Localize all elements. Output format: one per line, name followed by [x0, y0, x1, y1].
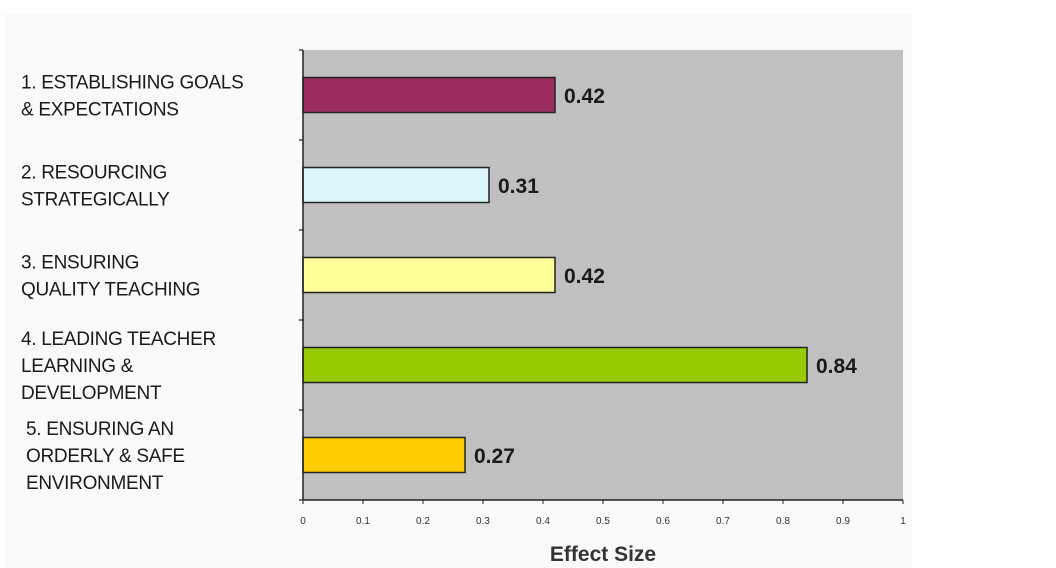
category-label-3-line-2: QUALITY TEACHING	[21, 280, 200, 301]
category-label-4-line-3: DEVELOPMENT	[21, 383, 162, 404]
x-tick-label-9: 0.9	[836, 516, 850, 527]
bar-3	[302, 256, 556, 294]
value-label-5: 0.27	[474, 445, 515, 468]
x-tick-label-7: 0.7	[716, 516, 730, 527]
category-label-3-line-1: 3. ENSURING	[21, 253, 139, 274]
x-tick-label-10: 1	[900, 516, 906, 527]
x-tick-label-2: 0.2	[416, 516, 430, 527]
category-label-5-line-1: 5. ENSURING AN	[26, 419, 174, 440]
value-labels-group: 0.42 0.31 0.42 0.84 0.27	[474, 85, 857, 468]
bar-5	[302, 436, 466, 474]
category-label-1-line-2: & EXPECTATIONS	[21, 100, 179, 121]
category-label-4-line-2: LEARNING &	[21, 356, 134, 377]
category-label-5-line-2: ORDERLY & SAFE	[26, 446, 185, 467]
category-label-2-line-2: STRATEGICALLY	[21, 190, 170, 211]
bar-4	[302, 346, 808, 384]
x-axis-title: Effect Size	[550, 543, 656, 566]
bar-2	[302, 166, 490, 204]
category-label-5-line-3: ENVIRONMENT	[26, 473, 164, 494]
x-tick-label-8: 0.8	[776, 516, 790, 527]
bars-group	[302, 76, 808, 474]
value-label-1: 0.42	[564, 85, 605, 108]
category-label-4-line-1: 4. LEADING TEACHER	[21, 329, 216, 350]
x-tick-label-3: 0.3	[476, 516, 490, 527]
value-label-4: 0.84	[816, 355, 857, 378]
value-label-3: 0.42	[564, 265, 605, 288]
x-tick-label-1: 0.1	[356, 516, 370, 527]
bar-1	[302, 76, 556, 114]
category-labels-group: 1. ESTABLISHING GOALS & EXPECTATIONS 2. RE…	[21, 73, 244, 495]
category-label-2-line-1: 2. RESOURCING	[21, 163, 167, 184]
x-tick-label-4: 0.4	[536, 516, 550, 527]
x-tick-label-0: 0	[300, 516, 306, 527]
x-tick-label-5: 0.5	[596, 516, 610, 527]
x-tick-labels-group: 0 0.1 0.2 0.3 0.4 0.5 0.6 0.7 0.8 0.9 1	[300, 516, 906, 527]
axes-group	[299, 49, 904, 504]
x-tick-label-6: 0.6	[656, 516, 670, 527]
category-label-1-line-1: 1. ESTABLISHING GOALS	[21, 73, 243, 94]
value-label-2: 0.31	[498, 175, 539, 198]
